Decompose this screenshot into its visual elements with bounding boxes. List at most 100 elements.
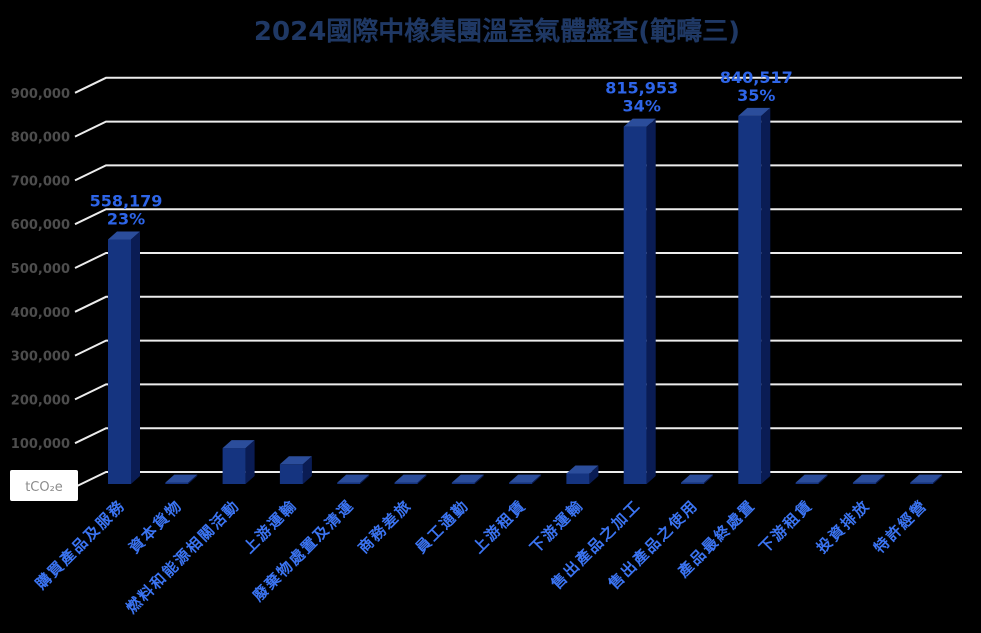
bar-top-face <box>451 474 484 483</box>
bar-front-face <box>222 448 246 484</box>
x-axis-category-label: 員工通勤 <box>411 496 473 558</box>
x-axis-category-label: 商務差旅 <box>355 496 416 557</box>
bar-top-face <box>222 440 255 449</box>
x-axis-category-label: 上游租賃 <box>469 496 530 557</box>
x-axis-category-label: 上游運輸 <box>240 496 301 557</box>
x-axis-category-label: 購買產品及服務 <box>31 496 129 594</box>
gridline <box>74 76 962 94</box>
y-axis-tick-label: 500,000 <box>11 262 70 277</box>
bar-top-face <box>566 465 599 474</box>
bar-side-face <box>875 474 885 484</box>
unit-box-background <box>10 470 78 501</box>
bar-資本貨物 <box>165 474 198 484</box>
bar-商務差旅 <box>394 474 427 484</box>
bar-front-face <box>795 482 819 484</box>
bar-value-label: 815,953 <box>605 79 678 98</box>
bar-side-face <box>360 474 370 484</box>
bar-front-face <box>623 126 647 485</box>
bar-side-face <box>704 474 713 484</box>
y-axis-tick-label: 600,000 <box>11 218 70 233</box>
bar-side-face <box>761 107 771 485</box>
gridline <box>74 427 962 445</box>
bar-下游租賃 <box>795 474 828 484</box>
gridline <box>74 471 962 488</box>
gridline-layer: 100,000 200,000 300,000 400,000 500,000 600,0… <box>11 76 962 488</box>
unit-label: tCO₂e <box>25 480 63 495</box>
bar-燃料和能源相關活動 <box>222 440 255 484</box>
bar-top-face <box>910 474 943 483</box>
bar-side-face <box>188 474 198 484</box>
bar-value-label: 558,179 <box>90 192 163 211</box>
gridline <box>74 252 962 269</box>
bar-front-face <box>451 482 475 484</box>
gridline <box>74 164 962 182</box>
bar-top-face <box>623 118 656 127</box>
bar-top-face <box>738 107 771 116</box>
bar-top-face <box>337 474 370 483</box>
x-axis-category-label: 下游租賃 <box>756 496 817 557</box>
bar-side-face <box>417 474 427 484</box>
x-axis-category-label: 燃料和能源相關活動 <box>123 496 244 617</box>
bar-side-face <box>302 456 312 484</box>
bar-front-face <box>394 482 418 484</box>
bar-front-face <box>279 464 303 484</box>
x-axis-category-label: 資本貨物 <box>125 496 186 557</box>
bar-投資排放 <box>852 474 885 484</box>
unit-box: tCO₂e <box>10 470 78 501</box>
bar-產品最終處置 <box>738 107 771 485</box>
bar-front-face <box>165 482 189 484</box>
bar-value-label: 840,517 <box>720 68 793 87</box>
bar-percent-label: 35% <box>737 86 775 105</box>
bar-廢棄物處置及清運 <box>337 474 370 484</box>
y-axis-tick-label: 900,000 <box>11 87 70 102</box>
bar-購買產品及服務 <box>108 231 140 484</box>
x-axis-category-label: 特許經營 <box>870 496 931 557</box>
bar-上游租賃 <box>509 474 542 484</box>
bar-front-face <box>738 115 762 485</box>
bar-top-face <box>795 474 828 483</box>
bar-top-face <box>509 474 542 483</box>
gridline <box>74 295 962 313</box>
bar-front-face <box>852 482 876 484</box>
bar-top-face <box>681 474 713 483</box>
gridline <box>74 208 962 226</box>
y-axis-tick-label: 200,000 <box>11 393 70 408</box>
bar-front-face <box>509 482 533 484</box>
bars-layer <box>108 107 943 485</box>
bar-特許經營 <box>910 474 943 484</box>
bar-top-face <box>108 231 140 240</box>
bar-front-face <box>910 482 934 484</box>
bar-side-face <box>532 474 542 484</box>
gridline <box>74 339 962 357</box>
bar-top-face <box>165 474 198 483</box>
gridline <box>74 383 962 401</box>
bar-售出產品之使用 <box>681 474 713 484</box>
bar-下游運輸 <box>566 465 599 484</box>
bar-side-face <box>245 440 255 484</box>
bar-員工通勤 <box>451 474 484 484</box>
x-axis-category-label: 廢棄物處置及清運 <box>249 496 358 605</box>
chart-title: 2024國際中橡集團溫室氣體盤查(範疇三) <box>254 16 740 47</box>
bar-side-face <box>646 118 656 485</box>
bar-side-face <box>474 474 484 484</box>
bar-售出產品之加工 <box>623 118 656 485</box>
bar-top-face <box>394 474 427 483</box>
y-axis-tick-label: 300,000 <box>11 350 70 365</box>
x-axis-category-label: 下游運輸 <box>526 496 587 557</box>
bar-front-face <box>337 482 361 484</box>
gridline <box>74 120 962 138</box>
y-axis-tick-label: 400,000 <box>11 306 70 321</box>
bar-front-face <box>566 473 590 484</box>
bar-side-face <box>933 474 943 484</box>
bar-上游運輸 <box>279 456 312 484</box>
y-axis-tick-label: 800,000 <box>11 131 70 146</box>
y-axis-tick-label: 100,000 <box>11 437 70 452</box>
bar-side-face <box>818 474 828 484</box>
x-axis-category-label: 投資排放 <box>813 496 874 557</box>
bar-side-face <box>131 231 140 484</box>
bar-front-face <box>681 482 704 484</box>
bar-side-face <box>589 465 599 484</box>
bar-top-face <box>852 474 885 483</box>
